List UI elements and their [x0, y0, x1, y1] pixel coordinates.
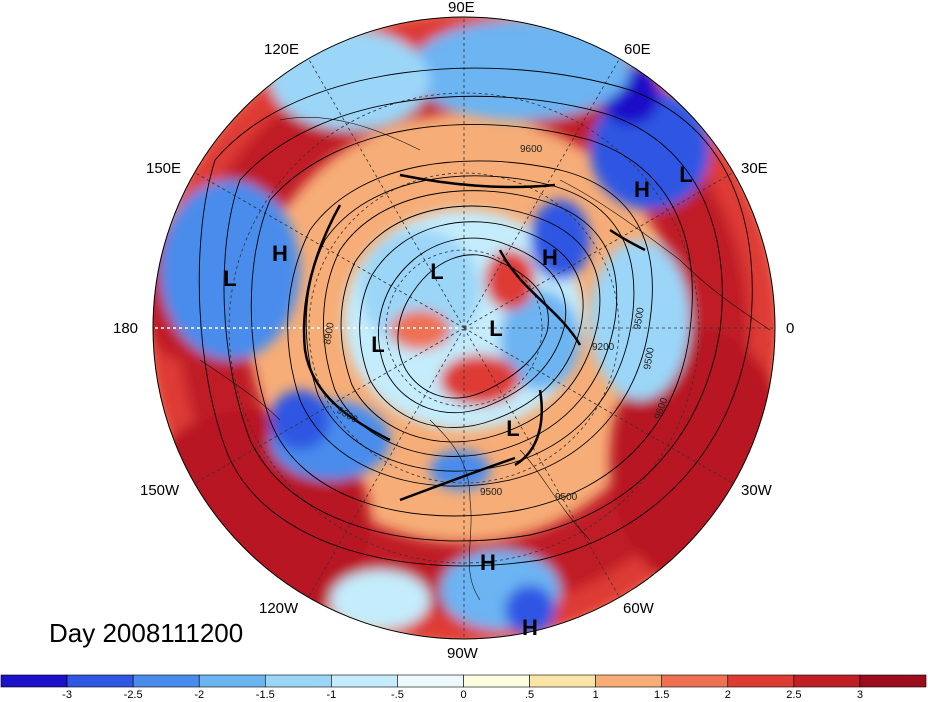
low-pressure-marker: L — [430, 259, 443, 284]
height-contours — [198, 67, 753, 567]
contour-label: 9500 — [480, 487, 503, 498]
contour-label: 9500 — [632, 306, 647, 330]
coastlines — [199, 117, 771, 601]
longitude-label: 30W — [741, 482, 772, 499]
colorbar-tick-label: -1.5 — [255, 689, 275, 701]
longitude-label: 30E — [741, 160, 768, 177]
longitude-label: 0 — [786, 320, 795, 337]
colorbar-tick-label: 1 — [592, 689, 599, 701]
low-pressure-marker: L — [371, 332, 384, 357]
colorbar-swatch — [132, 674, 200, 688]
graticule — [153, 17, 775, 639]
colorbar-swatch — [0, 674, 68, 688]
colorbar-swatch — [595, 674, 663, 688]
low-pressure-marker: L — [489, 316, 502, 341]
colorbar-swatch — [397, 674, 464, 688]
high-pressure-marker: H — [542, 245, 558, 270]
low-pressure-marker: L — [679, 162, 692, 187]
low-pressure-marker: L — [506, 416, 519, 441]
colorbar-tick-label: .5 — [524, 689, 535, 701]
contour-label: 9200 — [592, 342, 615, 353]
longitude-label: 60W — [623, 600, 654, 617]
contour-label: 9600 — [520, 144, 543, 155]
colorbar-tick-label: 2.5 — [786, 689, 802, 701]
jet-contours — [302, 173, 646, 502]
colorbar-swatch — [793, 674, 861, 688]
colorbar-tick-label: 2 — [724, 689, 731, 701]
colorbar-tick-label: 0 — [460, 689, 467, 701]
colorbar — [0, 674, 927, 688]
longitude-label: 150E — [146, 160, 182, 177]
longitude-label: 150W — [140, 482, 180, 499]
colorbar-swatch — [331, 674, 398, 688]
colorbar-swatch — [264, 674, 332, 688]
contour-label: 9500 — [642, 346, 657, 370]
colorbar-swatch — [661, 674, 729, 688]
anomaly-field — [153, 17, 775, 639]
contour-label: 9500 — [555, 492, 578, 503]
colorbar-swatch — [463, 674, 530, 688]
colorbar-tick-label: -2 — [194, 689, 205, 701]
longitude-label: 90W — [447, 645, 478, 662]
low-pressure-marker: L — [223, 266, 236, 291]
high-pressure-marker: H — [480, 550, 496, 575]
colorbar-tick-label: -2.5 — [123, 689, 143, 701]
high-pressure-marker: H — [272, 241, 288, 266]
high-pressure-marker: H — [634, 177, 650, 202]
colorbar-swatch — [529, 674, 596, 688]
colorbar-swatch — [859, 674, 927, 688]
longitude-label: 120E — [264, 41, 300, 58]
longitude-label: 90E — [448, 0, 475, 16]
high-pressure-marker: H — [522, 615, 538, 640]
colorbar-swatch — [66, 674, 134, 688]
longitude-label: 120W — [259, 600, 299, 617]
colorbar-tick-label: -.5 — [391, 689, 404, 701]
longitude-label: 60E — [624, 41, 651, 58]
colorbar-tick-label: -3 — [62, 689, 72, 701]
date-caption: Day 2008111200 — [49, 618, 244, 648]
colorbar-tick-label: 3 — [856, 689, 863, 701]
colorbar-tick-label: -1 — [326, 689, 337, 701]
longitude-label: 180 — [113, 320, 139, 337]
colorbar-swatch — [727, 674, 795, 688]
colorbar-swatch — [198, 674, 266, 688]
colorbar-tick-label: 1.5 — [654, 689, 670, 701]
map-border — [152, 16, 776, 640]
contour-label: 8900 — [322, 321, 337, 345]
